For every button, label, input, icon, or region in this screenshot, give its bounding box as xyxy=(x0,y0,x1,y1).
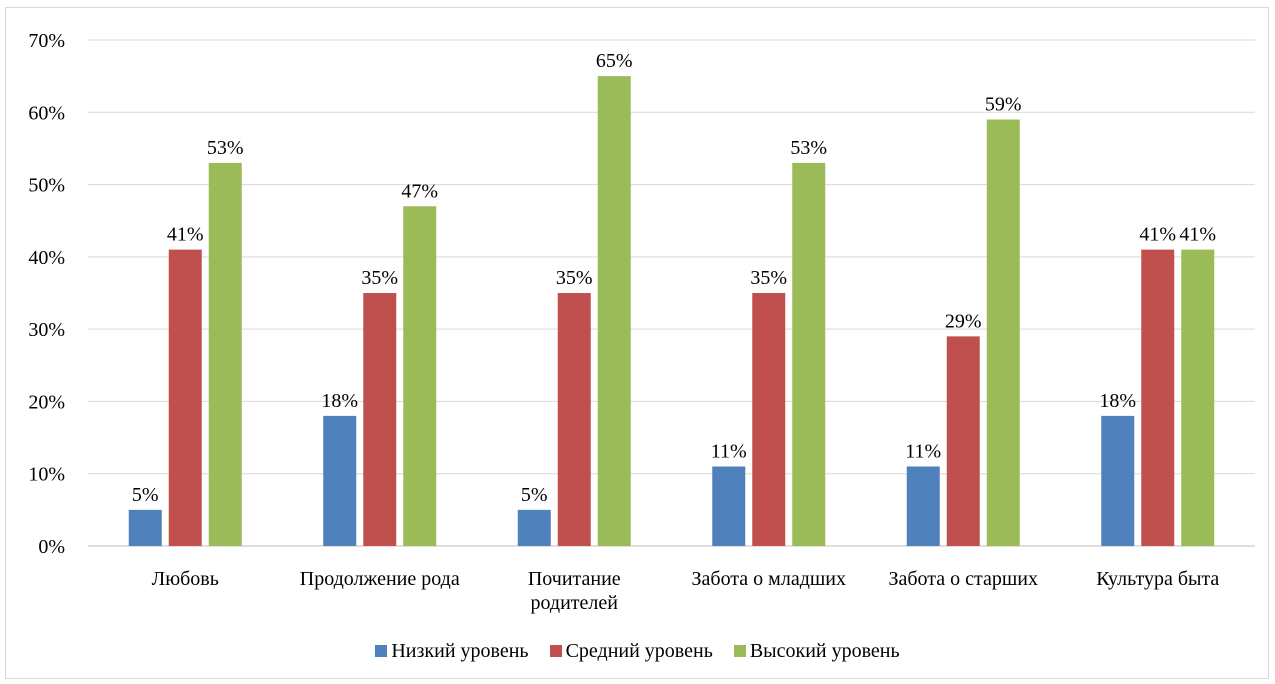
bar xyxy=(597,76,631,547)
data-label: 11% xyxy=(905,440,941,462)
x-tick-label-line: Забота о старших xyxy=(888,568,1038,590)
bar xyxy=(1101,415,1135,546)
data-label: 29% xyxy=(945,310,982,332)
data-label: 5% xyxy=(132,484,159,506)
x-tick-label-line: Культура быта xyxy=(1096,568,1219,590)
data-label: 59% xyxy=(985,94,1022,116)
legend-item-high: Высокий уровень xyxy=(733,640,900,663)
bar xyxy=(1141,249,1175,546)
y-tick-label: 0% xyxy=(38,536,65,558)
bar xyxy=(986,119,1020,546)
legend-swatch-high xyxy=(733,645,746,657)
x-tick-label: Забота о старших xyxy=(888,568,1038,590)
bar xyxy=(1181,249,1215,546)
bar xyxy=(323,415,357,546)
data-label: 47% xyxy=(401,180,438,202)
x-tick-label-line: Забота о младших xyxy=(692,568,846,590)
data-label: 41% xyxy=(1139,224,1176,246)
data-label: 41% xyxy=(167,224,204,246)
legend: Низкий уровень Средний уровень Высокий у… xyxy=(0,640,1275,663)
y-tick-label: 10% xyxy=(28,464,65,486)
data-label: 35% xyxy=(750,267,787,289)
data-label: 18% xyxy=(1099,390,1136,412)
data-label: 35% xyxy=(556,267,593,289)
legend-label-medium: Средний уровень xyxy=(565,640,713,662)
y-tick-label: 60% xyxy=(28,102,65,124)
legend-label-low: Низкий уровень xyxy=(391,640,529,662)
x-tick-label-line: Почитание xyxy=(528,568,621,590)
x-tick-label: Забота о младших xyxy=(692,568,846,590)
data-label: 41% xyxy=(1179,224,1216,246)
x-tick-label-line: Любовь xyxy=(152,568,219,590)
bar xyxy=(712,466,746,546)
x-tick-label-line: Продолжение рода xyxy=(300,568,460,590)
bar xyxy=(792,162,826,546)
x-tick-label-line: родителей xyxy=(531,592,619,614)
legend-item-low: Низкий уровень xyxy=(375,640,529,663)
bar-chart: 0% 10% 20% 30% 40% 50% 60% 70% 5% 41% 53% Любовь 18%… xyxy=(28,30,1255,614)
data-label: 65% xyxy=(596,50,633,72)
bar xyxy=(208,162,242,546)
bar xyxy=(363,293,397,546)
bar xyxy=(557,293,591,546)
bar xyxy=(517,509,551,546)
y-tick-label: 20% xyxy=(28,391,65,413)
y-tick-label: 30% xyxy=(28,319,65,341)
data-label: 18% xyxy=(321,390,358,412)
data-label: 11% xyxy=(711,440,747,462)
x-tick-label: Продолжение рода xyxy=(300,568,460,590)
bar xyxy=(752,293,786,546)
legend-label-high: Высокий уровень xyxy=(749,640,900,662)
bar xyxy=(403,206,437,546)
y-tick-label: 70% xyxy=(28,30,65,52)
data-label: 53% xyxy=(790,137,827,159)
bar xyxy=(906,466,940,546)
x-tick-label: Любовь xyxy=(152,568,219,590)
data-label: 53% xyxy=(207,137,244,159)
data-label: 5% xyxy=(521,484,548,506)
data-label: 35% xyxy=(361,267,398,289)
legend-swatch-low xyxy=(375,645,388,657)
legend-swatch-medium xyxy=(549,645,562,657)
bar xyxy=(168,249,202,546)
x-tick-label: Культура быта xyxy=(1096,568,1219,590)
bar xyxy=(946,336,980,546)
y-tick-label: 40% xyxy=(28,247,65,269)
bar xyxy=(128,509,162,546)
y-tick-label: 50% xyxy=(28,175,65,197)
legend-item-medium: Средний уровень xyxy=(549,640,713,663)
x-tick-label: Почитание родителей xyxy=(528,568,621,614)
